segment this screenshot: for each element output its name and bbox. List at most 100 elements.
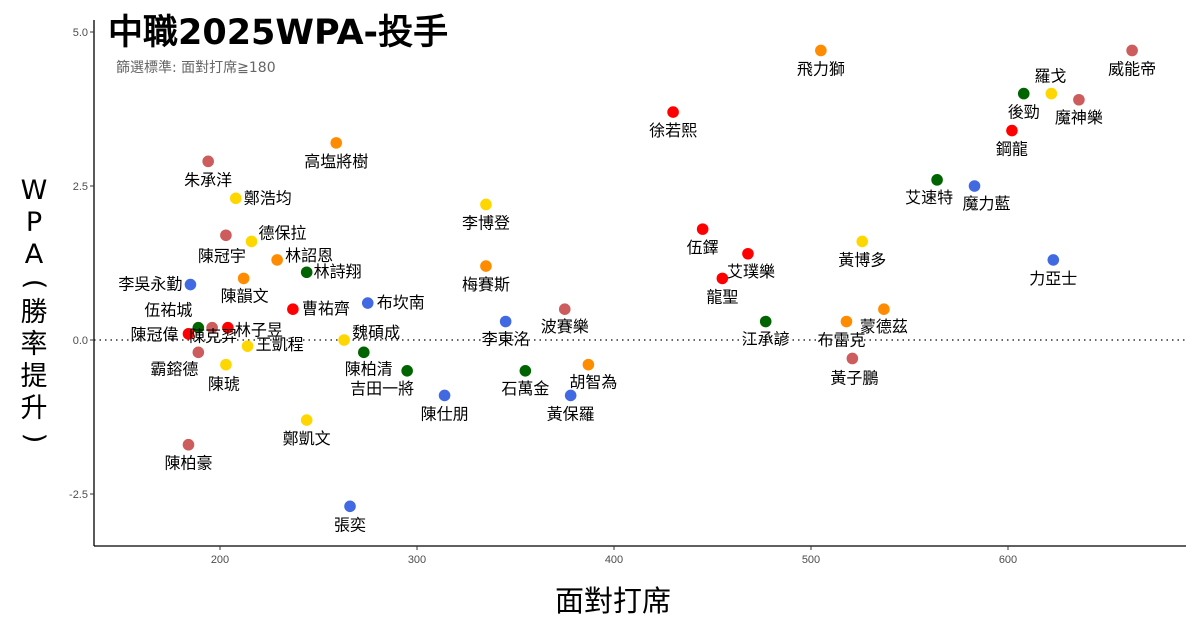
point-label: 黃博多 bbox=[838, 250, 886, 269]
data-point bbox=[856, 235, 869, 248]
y-axis-label: W P A ( 勝 率 提 升 ) bbox=[12, 175, 56, 451]
point-label: 曹祐齊 bbox=[302, 299, 350, 318]
point-label: 胡智為 bbox=[569, 373, 617, 392]
y-axis-label-char: 升 bbox=[20, 393, 48, 424]
y-axis-label-char: P bbox=[25, 207, 43, 238]
data-point bbox=[192, 321, 205, 334]
data-point bbox=[499, 315, 512, 328]
point-label: 陳琥 bbox=[208, 375, 240, 394]
data-point bbox=[438, 389, 451, 402]
point-label: 徐若熙 bbox=[649, 121, 697, 140]
data-point bbox=[300, 266, 313, 279]
point-label: 黃保羅 bbox=[547, 404, 595, 423]
data-point bbox=[184, 278, 197, 291]
y-axis-label-char: 勝 bbox=[20, 297, 48, 328]
point-label: 陳仕朋 bbox=[421, 404, 469, 423]
data-point bbox=[480, 198, 492, 211]
point-label: 高塩將樹 bbox=[304, 152, 368, 171]
data-point bbox=[182, 328, 195, 340]
point-label: 伍鐸 bbox=[687, 238, 719, 257]
x-axis-label: 面對打席 bbox=[555, 584, 672, 618]
y-tick-label: 5.0 bbox=[73, 27, 88, 39]
point-label: 威能帝 bbox=[1108, 59, 1156, 78]
data-point bbox=[271, 254, 283, 266]
data-point bbox=[206, 321, 218, 334]
x-tick-label: 400 bbox=[605, 554, 623, 566]
point-label: 林詔恩 bbox=[285, 246, 333, 265]
point-label: 石萬金 bbox=[501, 379, 549, 398]
y-tick-label: -2.5 bbox=[69, 489, 88, 501]
data-point bbox=[1017, 87, 1030, 100]
data-point bbox=[287, 303, 299, 316]
point-label: 魔力藍 bbox=[963, 194, 1011, 213]
data-point bbox=[361, 297, 374, 309]
data-point bbox=[241, 340, 254, 352]
point-label: 李博登 bbox=[462, 213, 510, 232]
data-point bbox=[582, 358, 595, 371]
point-label: 鋼龍 bbox=[996, 140, 1028, 159]
data-point bbox=[220, 229, 232, 242]
data-point bbox=[237, 272, 250, 285]
data-point bbox=[1006, 124, 1018, 137]
point-label: 陳韻文 bbox=[221, 286, 269, 305]
point-label: 鄭凱文 bbox=[283, 429, 331, 448]
point-label: 林子昱 bbox=[235, 321, 283, 340]
point-label: 伍祐城 bbox=[144, 301, 192, 320]
point-label: 德保拉 bbox=[259, 223, 307, 242]
data-point bbox=[667, 106, 679, 118]
data-point bbox=[344, 500, 356, 513]
data-point bbox=[878, 303, 890, 316]
point-label: 江承諺 bbox=[742, 330, 790, 349]
y-axis-label-char: A bbox=[24, 239, 44, 270]
point-label: 陳冠宇 bbox=[198, 246, 246, 265]
x-tick-label: 200 bbox=[211, 554, 229, 566]
data-point bbox=[245, 235, 258, 248]
data-point bbox=[192, 346, 205, 359]
data-point bbox=[931, 174, 943, 186]
x-tick-label: 500 bbox=[802, 554, 820, 566]
data-point bbox=[182, 438, 195, 451]
data-point bbox=[330, 137, 343, 149]
point-label: 魔神樂 bbox=[1055, 108, 1103, 127]
y-axis-label-char: W bbox=[20, 175, 48, 206]
data-point bbox=[220, 358, 232, 371]
data-point bbox=[1047, 254, 1060, 266]
point-label: 魏碩成 bbox=[352, 323, 400, 342]
y-tick-label: 0.0 bbox=[73, 335, 88, 347]
point-label: 林詩翔 bbox=[314, 262, 362, 281]
y-axis-label-char: 率 bbox=[20, 329, 48, 360]
point-label: 龍聖 bbox=[706, 287, 738, 306]
data-point bbox=[815, 44, 827, 57]
point-label: 布雷克 bbox=[817, 331, 865, 350]
data-point bbox=[564, 389, 577, 402]
point-label: 吉田一將 bbox=[350, 379, 414, 398]
chart-title: 中職2025WPA-投手 bbox=[108, 13, 449, 53]
point-label: 梅賽斯 bbox=[462, 275, 510, 294]
point-label: 後勁 bbox=[1008, 103, 1040, 122]
data-point bbox=[696, 223, 709, 235]
chart-subtitle: 篩選標準: 面對打席≧180 bbox=[116, 60, 276, 76]
point-label: 陳冠偉 bbox=[130, 325, 178, 344]
point-label: 飛力獅 bbox=[797, 59, 845, 78]
data-point bbox=[338, 334, 350, 346]
data-point bbox=[480, 260, 492, 272]
data-point bbox=[519, 365, 532, 377]
point-label: 霸鎔德 bbox=[150, 359, 198, 378]
y-tick-label: 2.5 bbox=[73, 181, 88, 193]
x-tick-label: 600 bbox=[999, 554, 1017, 566]
point-label: 布坎南 bbox=[377, 293, 425, 312]
y-axis-label-char: ) bbox=[19, 432, 50, 444]
point-label: 黃子鵬 bbox=[830, 368, 878, 387]
y-axis-label-char: 提 bbox=[20, 361, 48, 392]
point-label: 李東洺 bbox=[482, 330, 530, 349]
data-point bbox=[840, 315, 853, 328]
point-label: 蒙德茲 bbox=[860, 317, 908, 336]
data-point bbox=[846, 352, 859, 365]
point-label: 朱承洋 bbox=[184, 170, 232, 189]
data-point bbox=[229, 192, 242, 205]
data-point bbox=[558, 303, 571, 316]
data-point bbox=[1045, 87, 1058, 100]
y-axis-label-char: ( bbox=[19, 278, 50, 290]
point-label: 波賽樂 bbox=[541, 317, 589, 336]
